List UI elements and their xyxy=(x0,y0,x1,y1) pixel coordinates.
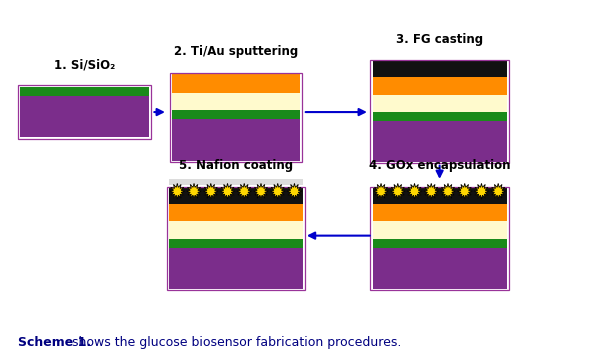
Polygon shape xyxy=(374,183,388,199)
Polygon shape xyxy=(474,183,489,199)
Bar xyxy=(18,85,151,139)
Bar xyxy=(169,204,303,221)
Polygon shape xyxy=(170,183,185,199)
Text: 3. FG casting: 3. FG casting xyxy=(396,33,483,46)
Bar xyxy=(169,248,303,289)
Bar xyxy=(169,179,303,185)
Text: 1. Si/SiO₂: 1. Si/SiO₂ xyxy=(54,58,115,71)
Polygon shape xyxy=(390,183,405,199)
Bar xyxy=(372,112,507,121)
Text: Scheme 1.: Scheme 1. xyxy=(18,336,91,349)
Bar xyxy=(172,119,300,161)
Bar xyxy=(372,61,507,77)
Bar xyxy=(372,239,507,248)
Polygon shape xyxy=(407,183,422,199)
Bar xyxy=(372,248,507,289)
Polygon shape xyxy=(440,183,456,199)
Bar xyxy=(372,188,507,204)
Text: 4. GOx encapsulation: 4. GOx encapsulation xyxy=(369,159,510,172)
Bar xyxy=(172,74,300,93)
Bar xyxy=(372,77,507,95)
Polygon shape xyxy=(254,183,268,199)
Bar xyxy=(169,221,303,239)
Bar xyxy=(20,87,148,96)
Polygon shape xyxy=(270,183,285,199)
Bar xyxy=(172,93,300,110)
Text: shows the glucose biosensor fabrication procedures.: shows the glucose biosensor fabrication … xyxy=(68,336,402,349)
Bar xyxy=(169,239,303,248)
Bar xyxy=(169,188,303,204)
Bar xyxy=(169,73,302,162)
Polygon shape xyxy=(491,183,505,199)
Polygon shape xyxy=(220,183,235,199)
Bar xyxy=(370,187,509,290)
Text: 2. Ti/Au sputtering: 2. Ti/Au sputtering xyxy=(174,45,298,58)
Bar xyxy=(20,96,148,137)
Polygon shape xyxy=(187,183,201,199)
Bar xyxy=(372,95,507,112)
Bar xyxy=(372,221,507,239)
Bar xyxy=(370,60,509,163)
Polygon shape xyxy=(424,183,439,199)
Polygon shape xyxy=(457,183,472,199)
Polygon shape xyxy=(203,183,219,199)
Polygon shape xyxy=(287,183,302,199)
Text: 5. Nafion coating: 5. Nafion coating xyxy=(179,159,293,172)
Bar xyxy=(166,187,305,290)
Bar xyxy=(172,110,300,119)
Bar xyxy=(372,204,507,221)
Bar xyxy=(372,121,507,162)
Polygon shape xyxy=(236,183,252,199)
